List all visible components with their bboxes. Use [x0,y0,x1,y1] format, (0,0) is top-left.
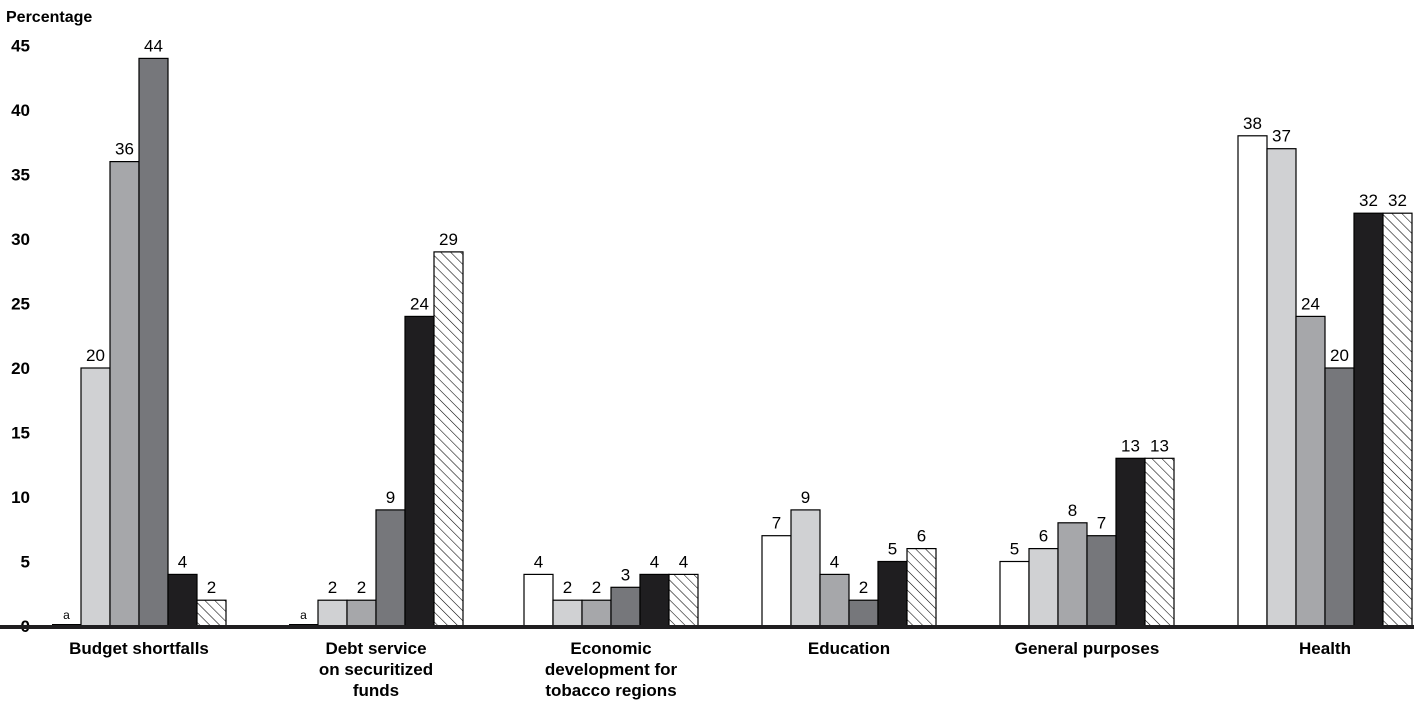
data-label: 24 [410,294,429,313]
category-label: Economic [570,639,651,658]
bar [523,573,554,627]
bar [1324,367,1355,627]
data-label: 2 [592,578,601,597]
category-label: development for [545,660,678,679]
category-label: on securitized [319,660,433,679]
bar [1382,212,1413,627]
category-labels: Budget shortfalls Debt service on securiti… [69,639,1351,700]
data-label: 6 [1039,527,1048,546]
data-label: 4 [679,552,688,571]
y-tick-label: 30 [11,230,30,249]
y-tick-labels: 051015202530354045 [11,37,30,637]
bars [52,57,1413,627]
bar [404,315,435,627]
category-label: tobacco regions [545,681,676,700]
bar [1028,547,1059,627]
category-label: Debt service [325,639,426,658]
bar [1295,315,1326,627]
data-label: 9 [386,488,395,507]
bar [1237,135,1268,627]
bar [552,599,583,627]
bar [906,547,937,627]
y-tick-label: 5 [21,553,30,572]
data-label: 7 [1097,514,1106,533]
data-label: 2 [328,578,337,597]
bar [109,161,140,627]
data-label: 2 [563,578,572,597]
data-label: 4 [830,552,839,571]
data-label: 20 [86,346,105,365]
data-label: 4 [178,552,187,571]
bar [1266,148,1297,627]
data-label: 4 [534,552,543,571]
data-label: 4 [650,552,659,571]
data-label: 5 [1010,540,1019,559]
data-label: 24 [1301,294,1320,313]
bar [317,599,348,627]
data-label: 7 [772,514,781,533]
data-label: 3 [621,565,630,584]
category-label: General purposes [1015,639,1160,658]
data-label: 2 [357,578,366,597]
data-label: 13 [1150,436,1169,455]
bar [80,367,111,627]
y-tick-label: 20 [11,359,30,378]
y-tick-label: 15 [11,424,30,443]
category-label: Budget shortfalls [69,639,209,658]
x-axis-baseline [0,625,1414,629]
bar [1144,457,1175,627]
data-label: a [63,608,70,622]
data-label: 38 [1243,114,1262,133]
data-label: 9 [801,488,810,507]
bar [848,599,879,627]
bar [668,573,699,627]
bar [346,599,377,627]
y-tick-label: 10 [11,488,30,507]
data-label: a [300,608,307,622]
data-label: 37 [1272,127,1291,146]
bar [999,560,1030,627]
bar [790,509,821,627]
data-label: 44 [144,36,163,55]
data-label: 5 [888,540,897,559]
bar [433,251,464,627]
bar [196,599,227,627]
bar [1115,457,1146,627]
y-axis-label: Percentage [6,9,92,26]
category-label: Health [1299,639,1351,658]
bar [1086,535,1117,627]
bar [138,57,169,627]
data-label: 6 [917,527,926,546]
data-label: 13 [1121,436,1140,455]
bar [639,573,670,627]
bar [1353,212,1384,627]
bar [877,560,908,627]
data-label: 20 [1330,346,1349,365]
bar [167,573,198,627]
y-tick-label: 45 [11,37,30,56]
data-label: 32 [1388,191,1407,210]
bar [819,573,850,627]
data-label: 2 [207,578,216,597]
y-tick-label: 40 [11,101,30,120]
data-label: 2 [859,578,868,597]
data-label: 32 [1359,191,1378,210]
y-tick-label: 25 [11,295,30,314]
data-label: 8 [1068,501,1077,520]
data-label: 29 [439,230,458,249]
bar [761,535,792,627]
data-label: 36 [115,140,134,159]
bar [375,509,406,627]
bar [1057,522,1088,627]
bar [610,586,641,627]
y-tick-label: 35 [11,166,30,185]
category-label: funds [353,681,399,700]
bar [581,599,612,627]
category-label: Education [808,639,890,658]
